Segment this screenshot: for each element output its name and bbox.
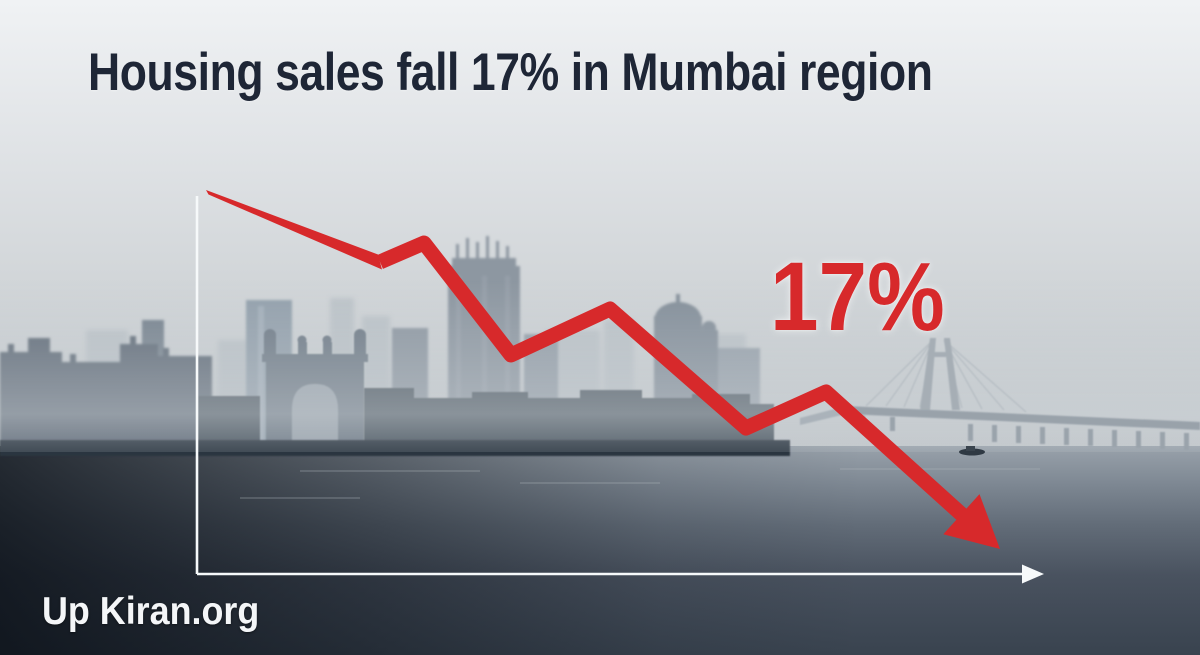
brand-watermark: Up Kiran.org (42, 590, 260, 633)
page-title: Housing sales fall 17% in Mumbai region (88, 43, 933, 102)
x-axis-arrowhead-icon (1022, 564, 1044, 584)
chart-axes (195, 196, 1044, 584)
water-shadow-overlay (0, 446, 1200, 655)
sea-link-bridge-silhouette (800, 338, 1200, 450)
percentage-annotation: 17% (770, 242, 945, 351)
water-reflections (240, 468, 1040, 499)
boat-silhouette (959, 446, 985, 456)
downtrend-arrow-icon (206, 190, 1000, 549)
